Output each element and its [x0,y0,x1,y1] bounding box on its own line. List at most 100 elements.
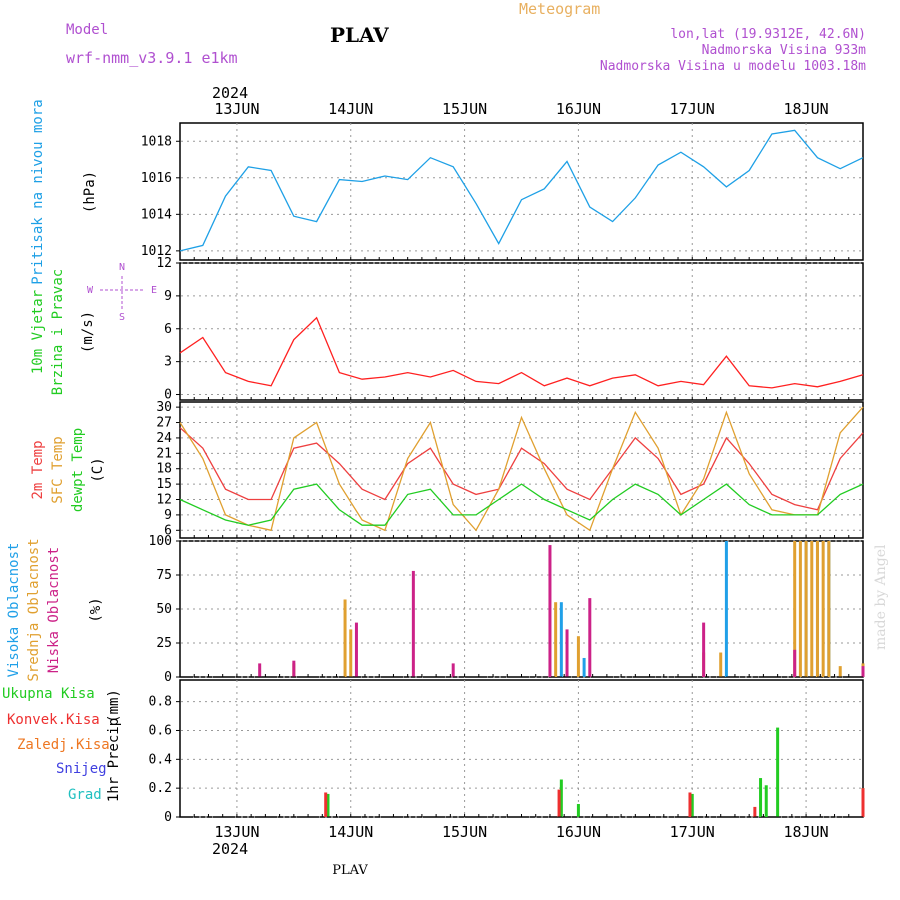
pressure-unit-label: (hPa) [82,171,98,213]
bar-srednja-oblacnost [343,599,347,677]
bar-visoka-oblacnost [724,541,728,677]
bar-ukupna-kisa [326,793,330,817]
location-title: PLAV [330,23,389,47]
wind-ylabel: 10m Vjetar [30,290,46,374]
y-tick-label: 25 [156,636,172,651]
compass-n: N [119,262,125,273]
panel-precip: 0 0.2 0.4 0.6 0.8 [149,679,865,825]
precip-legend-snijeg: Snijeg [56,761,107,777]
bar-visoka-oblacnost [559,602,563,677]
y-tick-label: 50 [156,602,172,617]
panel-frame-wind [179,262,864,401]
precip-ylabel: 1hr Precip [106,718,122,802]
y-tick-label: 24 [156,431,172,446]
panel-wind: 0 3 6 9 12 [156,256,864,403]
bar-srednja-oblacnost [838,666,842,677]
day-label-bottom: 14JUN [328,823,373,841]
day-label-bottom: 18JUN [784,823,829,841]
y-tick-label: 1018 [141,134,172,149]
bottom-day-labels: 13JUN 14JUN 15JUN 16JUN 17JUN 18JUN [214,823,828,841]
compass-w: W [87,285,94,296]
bar-niska-oblacnost [793,649,797,677]
sfc-temp-ylabel: SFC Temp [50,436,66,503]
day-label-top: 15JUN [442,100,487,118]
bar-srednja-oblacnost [827,541,831,677]
y-tick-label: 18 [156,462,172,477]
y-tick-label: 30 [156,400,172,415]
top-day-labels: 13JUN 14JUN 15JUN 16JUN 17JUN 18JUN [214,100,828,118]
bar-visoka-oblacnost [582,657,586,677]
y-tick-label: 0 [164,810,172,825]
series-line-sfc-temp [179,406,864,532]
day-label-bottom: 13JUN [214,823,259,841]
bar-konvek-kisa [688,792,692,817]
panel-frame-temperature [179,401,864,539]
y-tick-label: 0.6 [149,723,172,738]
bar-niska-oblacnost [354,622,358,677]
y-tick-label: 100 [149,534,172,549]
bar-srednja-oblacnost [793,541,797,677]
bar-ukupna-kisa [690,793,694,817]
y-tick-label: 6 [164,523,172,538]
bar-niska-oblacnost [702,622,706,677]
bar-ukupna-kisa [759,778,763,817]
day-label-bottom: 16JUN [556,823,601,841]
bar-konvek-kisa [557,789,561,817]
precip-legend-ukupna-kisa: Ukupna Kisa [2,686,95,702]
bar-niska-oblacnost [292,660,296,677]
bar-srednja-oblacnost [810,541,814,677]
watermark: made by Angel [873,544,889,650]
bar-niska-oblacnost [258,663,262,677]
y-tick-label: 0.8 [149,695,172,710]
y-tick-label: 0 [164,388,172,403]
wind-sub-ylabel: Brzina i Pravac [50,269,66,395]
bar-ukupna-kisa [776,727,780,817]
bar-srednja-oblacnost [554,602,558,677]
y-tick-label: 75 [156,568,172,583]
panel-clouds: 0 25 50 75 100 [149,534,865,685]
day-label-top: 16JUN [556,100,601,118]
precip-unit-label: (mm) [106,689,122,723]
series-line-2m-temp [179,427,864,511]
dewpt-ylabel: dewpt Temp [70,428,86,512]
model-name: wrf-nmm_v3.9.1 e1km [66,49,238,67]
day-label-top: 17JUN [670,100,715,118]
y-tick-label: 21 [156,446,172,461]
precip-legend-konvek-kisa: Konvek.Kisa [7,712,100,728]
y-tick-label: 1012 [141,244,172,259]
model-label: Model [66,22,108,38]
year-top: 2024 [212,84,248,102]
bar-niska-oblacnost [565,629,569,677]
pressure-ylabel: Pritisak na nivou mora [30,99,46,284]
bar-konvek-kisa [753,806,757,817]
bar-ukupna-kisa [576,804,580,817]
bar-srednja-oblacnost [798,541,802,677]
elevation-text: Nadmorska Visina 933m [702,43,867,58]
bar-srednja-oblacnost [804,541,808,677]
bar-srednja-oblacnost [719,652,723,677]
footer-location: PLAV [332,863,368,878]
y-tick-label: 12 [156,256,172,271]
bar-konvek-kisa [861,788,865,817]
compass-e: E [151,285,157,296]
bar-srednja-oblacnost [815,541,819,677]
y-tick-label: 1016 [141,171,172,186]
bar-niska-oblacnost [588,598,592,677]
bar-ukupna-kisa [764,785,768,817]
cloud-low-ylabel: Niska Oblacnost [46,547,62,673]
panels: 1012101410161018036912691215182124273002… [141,122,865,825]
day-label-top: 14JUN [328,100,373,118]
bar-konvek-kisa [324,792,328,817]
bar-niska-oblacnost [861,666,865,677]
cloud-unit-label: (%) [88,597,104,622]
series-line-pritisak-na-nivou-mora [179,129,864,252]
bar-ukupna-kisa [559,779,563,817]
series-line-10m-vjetar [179,316,864,389]
bar-niska-oblacnost [548,545,552,677]
panel-pressure: 1012 1014 1016 1018 [141,122,864,261]
cloud-mid-ylabel: Srednja Oblacnost [26,538,42,681]
panel-frame-pressure [179,122,864,261]
y-tick-label: 0 [164,670,172,685]
day-label-bottom: 17JUN [670,823,715,841]
bar-niska-oblacnost [451,663,455,677]
